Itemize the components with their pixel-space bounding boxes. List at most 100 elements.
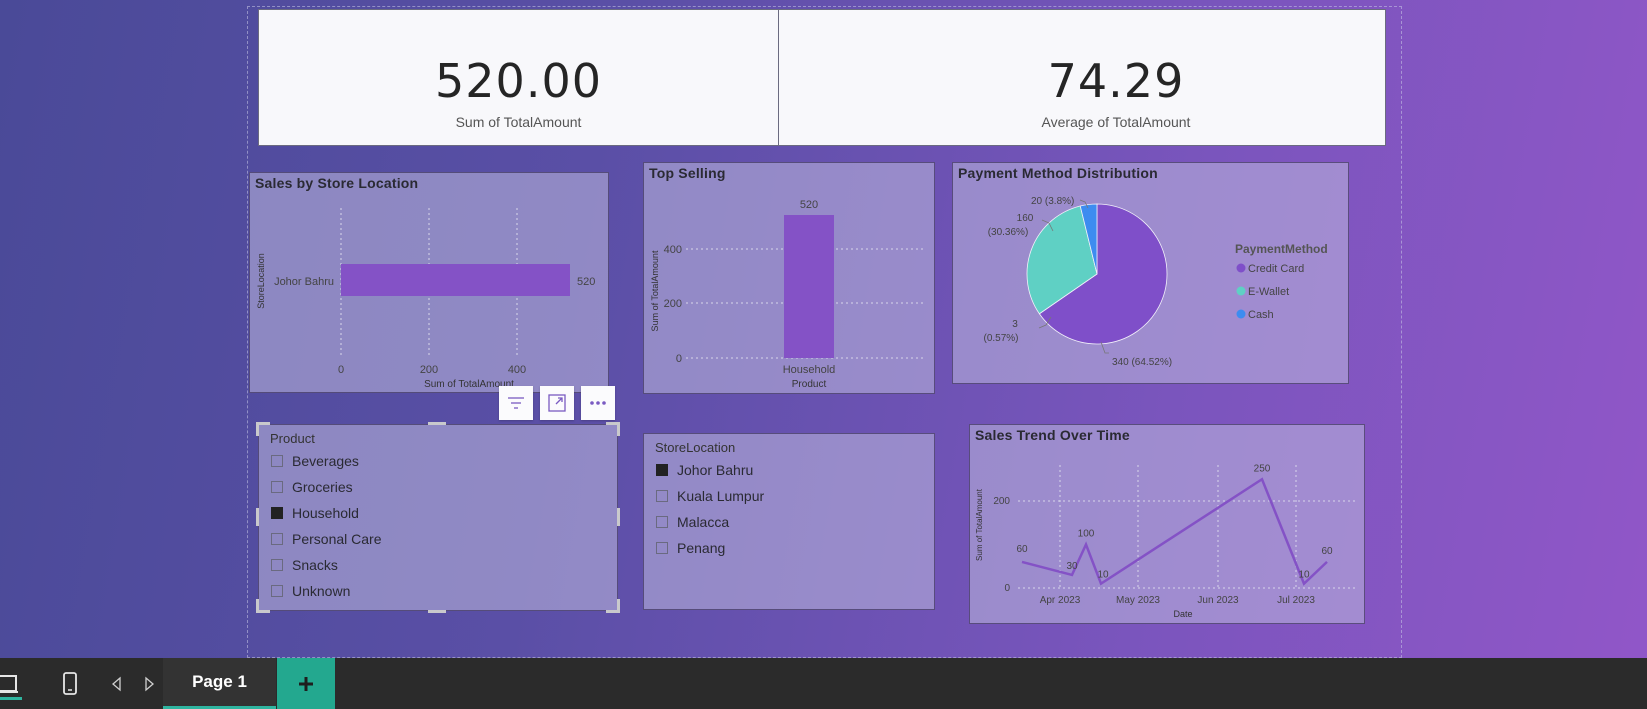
next-page-button[interactable] [142, 675, 156, 693]
slicer-item[interactable]: Malacca [656, 511, 729, 533]
resize-handle[interactable] [256, 599, 259, 613]
mobile-view-button[interactable] [62, 668, 80, 698]
resize-handle[interactable] [617, 422, 620, 436]
slicer-item[interactable]: Unknown [271, 580, 350, 602]
resize-handle[interactable] [617, 508, 620, 526]
y-tick-label: 200 [993, 496, 1010, 507]
x-tick-label: Apr 2023 [1040, 595, 1081, 606]
checkbox[interactable] [656, 490, 668, 502]
slicer-item[interactable]: Groceries [271, 476, 353, 498]
pie-label-ewallet-value: 160 [1017, 213, 1034, 224]
slicer-item-label: Penang [677, 540, 726, 556]
checkbox[interactable] [271, 585, 283, 597]
pie-label-small-value: 3 [1012, 319, 1018, 330]
kpi-sum-label: Sum of TotalAmount [455, 114, 582, 130]
add-page-button[interactable] [277, 658, 335, 709]
chart-title: Sales Trend Over Time [975, 427, 1130, 443]
legend-title: PaymentMethod [1235, 242, 1328, 256]
point-label: 60 [1321, 546, 1333, 557]
checkbox-checked[interactable] [271, 507, 283, 519]
pie-slice-credit-card[interactable] [1038, 203, 1168, 345]
trend-line[interactable] [1021, 477, 1328, 586]
point-label: 100 [1078, 529, 1095, 540]
slicer-item[interactable]: Kuala Lumpur [656, 485, 764, 507]
chart-title: Top Selling [649, 165, 726, 181]
report-canvas-boundary [247, 6, 1402, 658]
slicer-item-label: Snacks [292, 557, 338, 573]
kpi-average-label: Average of TotalAmount [1041, 114, 1191, 130]
leader-line [1038, 316, 1052, 329]
legend-label[interactable]: Credit Card [1248, 263, 1304, 275]
focus-mode-button[interactable] [540, 386, 574, 420]
filter-button[interactable] [499, 386, 533, 420]
slicer-item[interactable]: Personal Care [271, 528, 382, 550]
legend-label[interactable]: Cash [1248, 309, 1274, 321]
desktop-icon [0, 675, 22, 700]
top-selling-svg: 520 400 200 0 Household Product Sum of T… [650, 199, 926, 390]
legend-label[interactable]: E-Wallet [1248, 286, 1289, 298]
checkbox[interactable] [656, 516, 668, 528]
more-options-button[interactable] [581, 386, 615, 420]
slicer-item[interactable]: Household [271, 502, 359, 524]
resize-handle[interactable] [256, 422, 270, 425]
point-label: 60 [1016, 544, 1028, 555]
slicer-item[interactable]: Beverages [271, 450, 359, 472]
slicer-header: StoreLocation [655, 440, 736, 455]
slicer-header: Product [270, 431, 315, 446]
product-slicer[interactable]: Product Beverages Groceries Household Pe… [258, 424, 618, 611]
legend-swatch-credit-card [1236, 263, 1246, 273]
previous-page-button[interactable] [110, 675, 124, 693]
checkbox[interactable] [271, 481, 283, 493]
focus-mode-icon [548, 394, 566, 412]
resize-handle[interactable] [428, 610, 446, 613]
page-tab-1[interactable]: Page 1 [163, 658, 276, 709]
legend-swatch-ewallet [1236, 286, 1246, 296]
slicer-item[interactable]: Penang [656, 537, 725, 559]
resize-handle[interactable] [428, 422, 446, 425]
chevron-left-icon [112, 676, 121, 692]
x-axis-title: Date [1173, 609, 1192, 619]
kpi-sum-value: 520.00 [435, 54, 602, 108]
x-tick-label: 0 [338, 364, 344, 376]
sales-trend-chart[interactable]: Sales Trend Over Time 60 30 100 10 250 10 60 2… [969, 424, 1365, 624]
kpi-card-average[interactable]: 74.29 Average of TotalAmount [778, 9, 1386, 146]
plus-icon [299, 676, 313, 691]
payment-method-chart[interactable]: Payment Method Distribution 20 (3.8%) 16… [952, 162, 1349, 384]
resize-handle[interactable] [256, 610, 270, 613]
x-tick-label: Jun 2023 [1197, 595, 1239, 606]
slicer-item[interactable]: Snacks [271, 554, 338, 576]
pie-slice-ewallet[interactable] [1026, 205, 1098, 315]
page-navigation-bar: Page 1 [0, 658, 1647, 709]
sales-by-location-chart[interactable]: Sales by Store Location Johor Bahru 520 … [249, 172, 609, 393]
checkbox-checked[interactable] [656, 464, 668, 476]
pie-label-small-pct: (0.57%) [983, 333, 1018, 344]
x-tick-label: Jul 2023 [1277, 595, 1315, 606]
bar-household[interactable] [784, 215, 834, 358]
resize-handle[interactable] [256, 422, 259, 436]
x-axis-title: Sum of TotalAmount [424, 379, 514, 390]
checkbox[interactable] [271, 455, 283, 467]
kpi-card-sum[interactable]: 520.00 Sum of TotalAmount [258, 9, 779, 146]
chevron-right-icon [145, 676, 154, 692]
slicer-item-label: Household [292, 505, 359, 521]
resize-handle[interactable] [606, 422, 620, 425]
resize-handle[interactable] [606, 610, 620, 613]
resize-handle[interactable] [617, 599, 620, 613]
pie-label-cash: 20 (3.8%) [1031, 196, 1074, 207]
top-selling-chart[interactable]: Top Selling 520 400 200 0 Household Prod… [643, 162, 935, 394]
y-tick-label: 200 [664, 298, 682, 310]
store-location-slicer[interactable]: StoreLocation Johor Bahru Kuala Lumpur M… [643, 433, 935, 610]
slicer-item-label: Unknown [292, 583, 351, 599]
point-label: 10 [1097, 570, 1109, 581]
checkbox[interactable] [271, 559, 283, 571]
x-tick-label: 400 [508, 364, 526, 376]
checkbox[interactable] [656, 542, 668, 554]
bar-johor-bahru[interactable] [341, 264, 570, 296]
point-label: 30 [1066, 561, 1078, 572]
desktop-view-button[interactable] [0, 668, 24, 700]
resize-handle[interactable] [256, 508, 259, 526]
pie-slice-cash[interactable] [1079, 203, 1098, 275]
checkbox[interactable] [271, 533, 283, 545]
y-tick-label: 0 [676, 353, 682, 365]
slicer-item[interactable]: Johor Bahru [656, 459, 753, 481]
